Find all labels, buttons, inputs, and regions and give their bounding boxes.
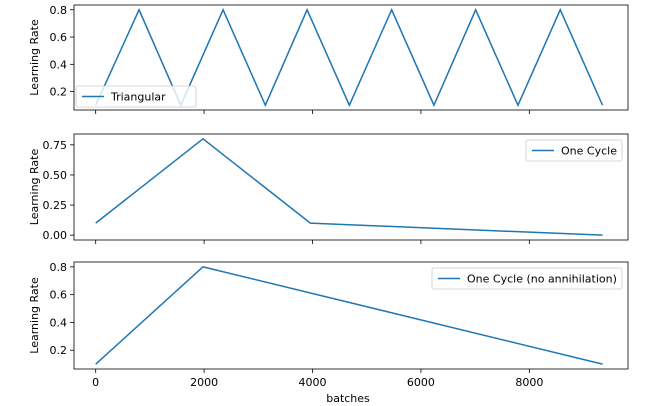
legend-box-3: [431, 267, 623, 290]
legend-box-1: [75, 85, 197, 108]
x-axis-label: batches: [326, 392, 370, 405]
y-tick-label-1-4: 0.8: [50, 4, 68, 17]
x-tick-label-2: 2000: [190, 376, 218, 389]
y-tick-label-2-4: 0.75: [43, 139, 68, 152]
y-tick-label-1-1: 0.2: [50, 86, 68, 99]
legend-2: One Cycle: [525, 139, 623, 162]
y-axis-label-3: Learning Rate: [28, 277, 41, 354]
y-tick-label-3-4: 0.8: [50, 261, 68, 274]
legend-3: One Cycle (no annihilation): [431, 267, 623, 290]
y-tick-label-3-3: 0.6: [50, 289, 68, 302]
y-tick-label-1-2: 0.4: [50, 58, 68, 71]
y-tick-label-2-3: 0.50: [43, 169, 68, 182]
legend-label-3: One Cycle (no annihilation): [467, 273, 617, 286]
axes-frame-1: [73, 4, 629, 111]
axes-frame-3: [73, 261, 629, 370]
x-tick-label-4: 6000: [407, 376, 435, 389]
x-tick-label-5: 8000: [515, 376, 543, 389]
legend-box-2: [525, 139, 623, 162]
axes-frame-2: [73, 133, 629, 241]
legend-label-2: One Cycle: [561, 145, 617, 158]
legend-1: Triangular: [75, 85, 197, 108]
y-axis-label-2: Learning Rate: [28, 149, 41, 226]
legend-label-1: Triangular: [110, 91, 166, 104]
x-tick-label-1: 0: [92, 376, 99, 389]
y-tick-label-2-2: 0.25: [43, 199, 68, 212]
subplot-3: 0.2 0.4 0.6 0.8 0 2000 4000 6000 8000 Learning Ra…: [28, 261, 629, 389]
subplot-1: 0.2 0.4 0.6 0.8 Learning Rate Triangular: [28, 4, 629, 114]
series-line-3-1: [95, 266, 603, 365]
y-tick-label-3-2: 0.4: [50, 316, 68, 329]
y-tick-label-2-1: 0.00: [43, 229, 68, 242]
y-tick-label-3-1: 0.2: [50, 344, 68, 357]
series-line-2-1: [95, 137, 603, 236]
y-axis-label-1: Learning Rate: [28, 19, 41, 96]
y-tick-label-1-3: 0.6: [50, 31, 68, 44]
x-tick-label-3: 4000: [299, 376, 327, 389]
